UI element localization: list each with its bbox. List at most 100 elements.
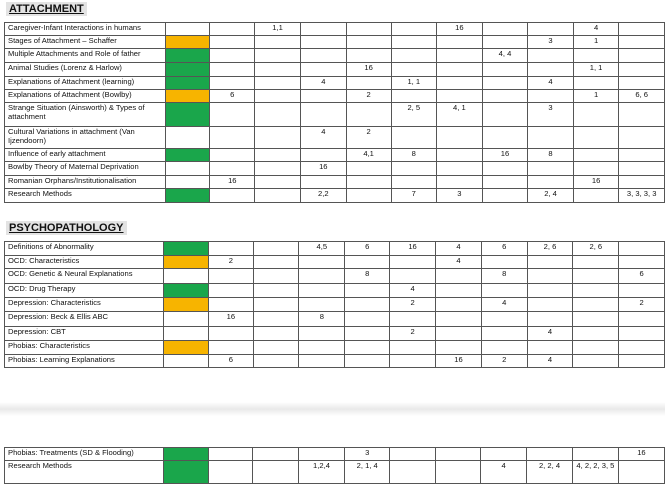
mark-cell [252, 460, 299, 484]
mark-cell: 6, 6 [618, 89, 665, 103]
status-cell [163, 447, 209, 461]
mark-cell: 1, 1 [390, 76, 438, 90]
mark-cell [618, 241, 665, 256]
topic-cell: Phobias: Characteristics [3, 340, 165, 355]
mark-cell [389, 354, 437, 368]
page-break [0, 378, 665, 438]
mark-cell [526, 283, 574, 298]
mark-cell [436, 35, 483, 49]
status-cell [165, 76, 211, 90]
mark-cell: 6 [207, 354, 254, 368]
topic-cell: Research Methods [3, 188, 167, 203]
mark-cell [299, 62, 347, 77]
table-row: OCD: Genetic & Neural Explanations 8 8 6 [3, 268, 665, 284]
mark-cell [252, 255, 300, 269]
mark-cell [480, 340, 528, 355]
topic-cell: Depression: CBT [3, 326, 165, 341]
mark-cell: 16 [345, 62, 392, 77]
mark-cell: 2, 4 [527, 188, 574, 203]
mark-cell [254, 188, 301, 203]
topic-cell: Multiple Attachments and Role of father [3, 48, 167, 63]
mark-cell [345, 76, 392, 90]
mark-cell [390, 175, 438, 189]
mark-cell [526, 297, 574, 312]
topic-cell: Bowlby Theory of Maternal Deprivation [3, 161, 167, 176]
mark-cell: 4, 4 [481, 48, 529, 63]
status-cell [163, 340, 209, 355]
status-cell [165, 62, 211, 77]
mark-cell [436, 62, 483, 77]
mark-cell [618, 22, 665, 36]
mark-cell [572, 283, 620, 298]
mark-cell [618, 175, 665, 189]
mark-cell: 3, 3, 3, 3 [618, 188, 665, 203]
mark-cell [527, 161, 574, 176]
mark-cell: 8 [298, 311, 346, 327]
mark-cell: 1 [572, 35, 620, 49]
mark-cell [298, 255, 346, 269]
mark-cell: 2 [345, 89, 392, 103]
mark-cell: 4 [299, 126, 347, 149]
status-cell [163, 241, 209, 256]
mark-cell [572, 102, 620, 127]
table-row: Animal Studies (Lorenz & Harlow) 16 1, 1 [3, 62, 665, 77]
mark-cell [345, 102, 392, 127]
mark-cell [344, 326, 391, 341]
mark-cell [480, 255, 528, 269]
mark-cell [481, 22, 529, 36]
mark-cell: 2 [389, 297, 437, 312]
mark-cell [618, 354, 665, 368]
mark-cell: 1,1 [254, 22, 301, 36]
mark-cell [207, 326, 254, 341]
mark-cell: 6 [209, 89, 256, 103]
mark-cell: 3 [344, 447, 391, 461]
mark-cell [209, 188, 256, 203]
mark-cell [299, 89, 347, 103]
mark-cell [436, 89, 483, 103]
topic-cell: Animal Studies (Lorenz & Harlow) [3, 62, 167, 77]
mark-cell: 4 [527, 76, 574, 90]
mark-cell [254, 48, 301, 63]
section-title-attachment: ATTACHMENT [6, 2, 87, 16]
status-cell [163, 297, 209, 312]
mark-cell [344, 283, 391, 298]
mark-cell [526, 311, 574, 327]
topic-cell: OCD: Characteristics [3, 255, 165, 269]
mark-cell: 4 [435, 241, 482, 256]
table-row: Multiple Attachments and Role of father 4… [3, 48, 665, 63]
mark-cell [390, 126, 438, 149]
mark-cell [572, 76, 620, 90]
topic-cell: Caregiver-Infant Interactions in humans [3, 22, 167, 36]
table-row: Romanian Orphans/Institutionalisation 16 1… [3, 175, 665, 189]
mark-cell [209, 22, 256, 36]
mark-cell: 2, 6 [572, 241, 620, 256]
topic-cell: Depression: Beck & Ellis ABC [3, 311, 165, 327]
mark-cell [572, 354, 620, 368]
mark-cell [618, 126, 665, 149]
mark-cell: 16 [207, 311, 254, 327]
mark-cell [389, 447, 436, 461]
mark-cell [209, 62, 256, 77]
mark-cell [252, 326, 300, 341]
mark-cell [618, 255, 665, 269]
mark-cell [390, 62, 438, 77]
mark-cell [526, 255, 574, 269]
mark-cell [572, 297, 620, 312]
mark-cell: 4 [299, 76, 347, 90]
mark-cell [435, 283, 482, 298]
mark-cell [618, 148, 665, 162]
mark-cell [299, 102, 347, 127]
mark-cell [254, 148, 301, 162]
status-cell [165, 188, 211, 203]
mark-cell: 16 [436, 22, 483, 36]
topic-cell: Definitions of Abnormality [3, 241, 165, 256]
topic-cell: Depression: Characteristics [3, 297, 165, 312]
mark-cell [481, 161, 529, 176]
mark-cell [207, 268, 254, 284]
mark-cell [618, 35, 665, 49]
mark-cell [435, 326, 482, 341]
mark-cell [618, 326, 665, 341]
table-row: Explanations of Attachment (Bowlby) 6 2 1 6,… [3, 89, 665, 103]
status-cell [163, 311, 209, 327]
table-row: Stages of Attachment – Schaffer 3 1 [3, 35, 665, 49]
